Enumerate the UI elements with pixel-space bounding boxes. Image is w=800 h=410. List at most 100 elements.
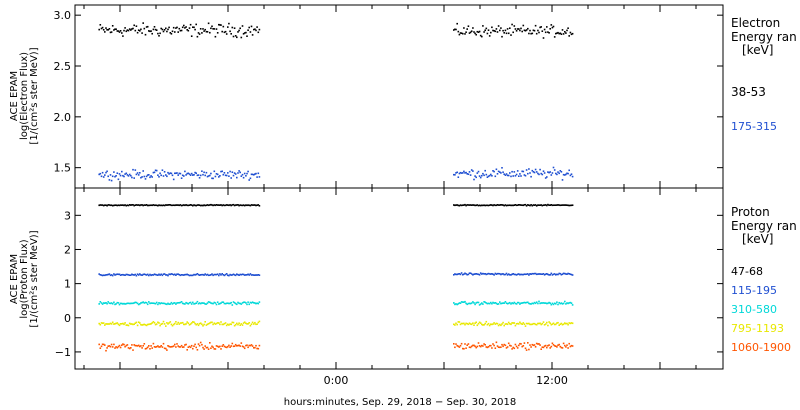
proton-point-795-1193 bbox=[495, 322, 498, 325]
proton-point-310-580 bbox=[195, 302, 197, 304]
proton-point-115-195 bbox=[242, 273, 245, 276]
proton-point-795-1193 bbox=[570, 322, 573, 324]
proton-point-115-195 bbox=[102, 274, 105, 276]
proton-point-47-68 bbox=[239, 204, 241, 206]
proton-point-47-68 bbox=[243, 204, 246, 207]
electron-point-175-315 bbox=[109, 174, 112, 176]
proton-point-47-68 bbox=[257, 204, 260, 206]
proton-point-795-1193 bbox=[243, 321, 246, 323]
electron-point-38-53 bbox=[188, 27, 191, 29]
proton-legend-title-3: [keV] bbox=[742, 232, 773, 246]
proton-point-310-580 bbox=[518, 301, 520, 304]
proton-point-115-195 bbox=[566, 273, 568, 275]
proton-point-1060-1900 bbox=[113, 343, 115, 346]
proton-point-795-1193 bbox=[470, 323, 473, 326]
proton-point-310-580 bbox=[566, 302, 568, 304]
proton-point-310-580 bbox=[194, 302, 196, 305]
electron-point-175-315 bbox=[496, 173, 499, 175]
proton-point-795-1193 bbox=[469, 323, 472, 325]
proton-point-1060-1900 bbox=[507, 342, 510, 345]
proton-point-1060-1900 bbox=[126, 344, 129, 346]
proton-point-115-195 bbox=[460, 272, 463, 274]
proton-point-310-580 bbox=[221, 301, 223, 303]
proton-point-310-580 bbox=[184, 303, 186, 305]
electron-point-38-53 bbox=[250, 25, 253, 28]
proton-point-795-1193 bbox=[251, 321, 254, 324]
proton-point-1060-1900 bbox=[535, 342, 538, 345]
electron-point-38-53 bbox=[125, 30, 128, 33]
proton-point-47-68 bbox=[564, 204, 566, 206]
proton-point-795-1193 bbox=[223, 322, 226, 325]
proton-point-795-1193 bbox=[564, 322, 566, 324]
proton-point-47-68 bbox=[128, 204, 131, 206]
proton-point-115-195 bbox=[561, 273, 564, 275]
proton-point-47-68 bbox=[206, 204, 209, 206]
proton-point-47-68 bbox=[556, 204, 558, 206]
electron-point-38-53 bbox=[193, 26, 195, 29]
electron-point-38-53 bbox=[128, 28, 131, 30]
electron-point-38-53 bbox=[462, 32, 464, 35]
proton-point-1060-1900 bbox=[190, 344, 193, 347]
proton-point-115-195 bbox=[474, 273, 476, 275]
electron-point-38-53 bbox=[485, 27, 488, 30]
proton-point-115-195 bbox=[192, 274, 194, 277]
proton-point-310-580 bbox=[553, 302, 556, 305]
proton-point-115-195 bbox=[199, 274, 202, 276]
proton-point-47-68 bbox=[525, 205, 528, 207]
proton-point-1060-1900 bbox=[160, 345, 162, 347]
proton-point-310-580 bbox=[551, 302, 554, 305]
proton-point-1060-1900 bbox=[165, 347, 167, 350]
electron-point-175-315 bbox=[136, 172, 139, 174]
proton-legend-entry: 115-195 bbox=[731, 284, 777, 297]
electron-point-175-315 bbox=[555, 172, 557, 175]
proton-point-310-580 bbox=[118, 303, 121, 306]
electron-point-175-315 bbox=[542, 170, 545, 172]
proton-point-795-1193 bbox=[505, 323, 508, 325]
proton-legend: Proton Energy ran [keV] bbox=[731, 205, 797, 246]
proton-point-1060-1900 bbox=[495, 341, 498, 344]
proton-point-1060-1900 bbox=[198, 344, 201, 347]
proton-point-115-195 bbox=[523, 273, 526, 275]
proton-point-310-580 bbox=[503, 302, 505, 304]
proton-point-795-1193 bbox=[512, 322, 514, 324]
proton-point-1060-1900 bbox=[121, 344, 123, 346]
x-axis-title: hours:minutes, Sep. 29, 2018 − Sep. 30, … bbox=[284, 397, 517, 408]
proton-point-47-68 bbox=[146, 204, 149, 207]
proton-point-115-195 bbox=[119, 274, 122, 276]
electron-point-38-53 bbox=[481, 35, 483, 38]
proton-point-310-580 bbox=[174, 302, 176, 304]
proton-point-795-1193 bbox=[521, 323, 523, 325]
electron-point-38-53 bbox=[472, 27, 474, 29]
proton-point-310-580 bbox=[199, 302, 202, 305]
proton-point-795-1193 bbox=[472, 322, 474, 324]
electron-point-38-53 bbox=[506, 28, 509, 30]
proton-point-310-580 bbox=[254, 302, 256, 304]
proton-point-47-68 bbox=[202, 204, 204, 207]
proton-point-1060-1900 bbox=[242, 346, 245, 348]
proton-point-795-1193 bbox=[213, 322, 216, 324]
proton-point-795-1193 bbox=[455, 322, 457, 325]
electron-point-38-53 bbox=[522, 24, 525, 27]
proton-point-115-195 bbox=[501, 273, 503, 275]
proton-point-47-68 bbox=[174, 204, 176, 207]
proton-point-310-580 bbox=[541, 302, 544, 304]
electron-point-175-315 bbox=[258, 176, 261, 178]
electron-point-38-53 bbox=[473, 31, 475, 33]
electron-point-38-53 bbox=[98, 28, 100, 31]
proton-point-310-580 bbox=[130, 302, 132, 305]
proton-point-1060-1900 bbox=[215, 345, 218, 347]
electron-point-38-53 bbox=[234, 35, 237, 37]
electron-point-38-53 bbox=[110, 31, 113, 33]
electron-point-175-315 bbox=[107, 175, 109, 178]
proton-point-795-1193 bbox=[157, 321, 159, 324]
proton-point-1060-1900 bbox=[549, 347, 551, 349]
electron-point-175-315 bbox=[219, 175, 221, 177]
proton-point-310-580 bbox=[188, 302, 191, 304]
proton-point-310-580 bbox=[490, 301, 492, 304]
proton-point-1060-1900 bbox=[130, 347, 132, 349]
proton-point-310-580 bbox=[516, 301, 519, 304]
proton-point-115-195 bbox=[472, 274, 474, 276]
proton-point-310-580 bbox=[136, 302, 139, 305]
proton-point-310-580 bbox=[456, 303, 458, 306]
electron-point-175-315 bbox=[180, 177, 183, 179]
